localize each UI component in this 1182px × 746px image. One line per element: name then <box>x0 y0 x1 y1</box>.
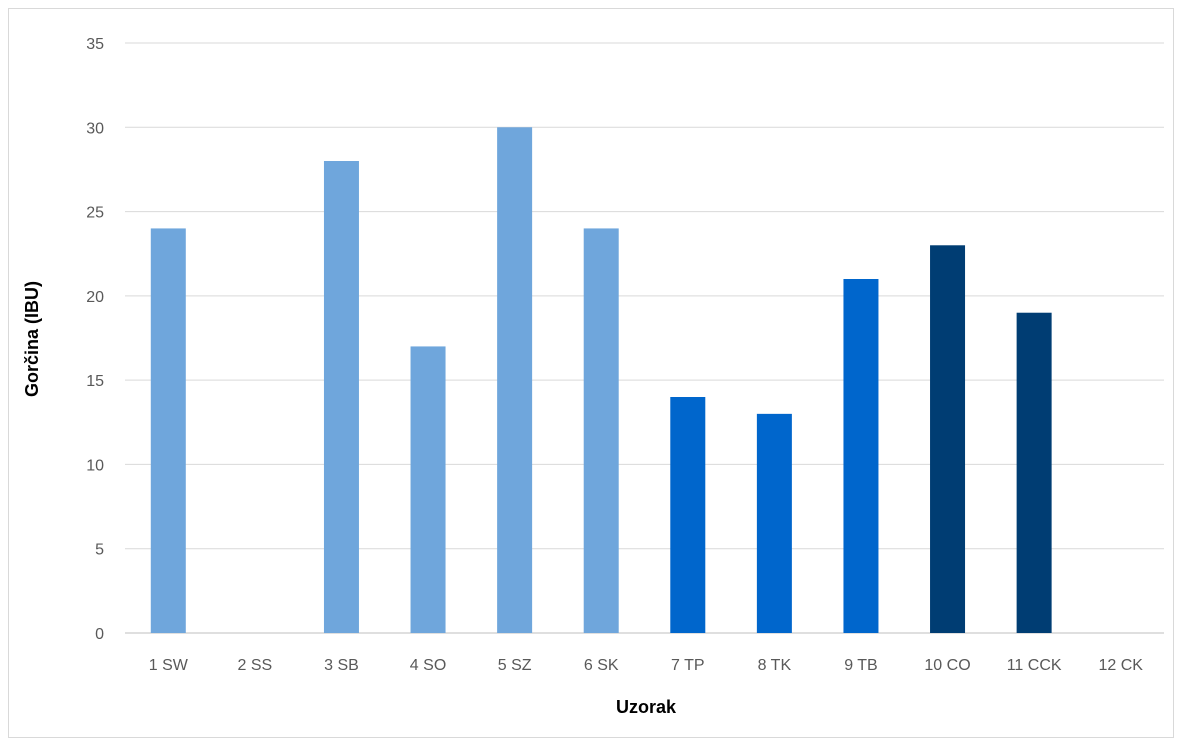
y-tick-label: 20 <box>86 289 104 306</box>
x-tick-label: 2 SS <box>238 657 273 674</box>
x-tick-labels: 1 SW 2 SS 3 SB 4 SO 5 SZ 6 SK 7 TP 8 TK 9 TB 10 C… <box>149 657 1144 674</box>
bar <box>411 346 446 633</box>
y-tick-label: 5 <box>95 542 104 559</box>
x-tick-label: 1 SW <box>149 657 189 674</box>
x-tick-label: 3 SB <box>324 657 359 674</box>
x-axis-title: Uzorak <box>616 697 677 717</box>
y-tick-label: 25 <box>86 205 104 222</box>
bar <box>151 228 186 633</box>
bar <box>757 414 792 633</box>
x-tick-label: 10 CO <box>924 657 970 674</box>
x-tick-label: 5 SZ <box>498 657 532 674</box>
bar <box>1017 313 1052 633</box>
x-tick-label: 8 TK <box>758 657 792 674</box>
y-tick-label: 30 <box>86 120 104 137</box>
x-tick-label: 9 TB <box>844 657 878 674</box>
y-tick-label: 10 <box>86 457 104 474</box>
bar <box>930 245 965 633</box>
gridlines <box>125 43 1164 633</box>
x-tick-label: 4 SO <box>410 657 446 674</box>
x-tick-label: 6 SK <box>584 657 619 674</box>
bar <box>670 397 705 633</box>
bar <box>497 127 532 633</box>
bar <box>843 279 878 633</box>
y-tick-label: 0 <box>95 626 104 643</box>
y-tick-label: 35 <box>86 36 104 53</box>
x-tick-label: 11 CCK <box>1007 657 1062 674</box>
y-tick-label: 15 <box>86 373 104 390</box>
y-axis-title: Gorčina (IBU) <box>22 281 42 397</box>
bar <box>324 161 359 633</box>
x-tick-label: 12 CK <box>1098 657 1143 674</box>
bar <box>584 228 619 633</box>
x-tick-label: 7 TP <box>671 657 705 674</box>
y-tick-labels: 0 5 10 15 20 25 30 35 <box>86 36 104 643</box>
